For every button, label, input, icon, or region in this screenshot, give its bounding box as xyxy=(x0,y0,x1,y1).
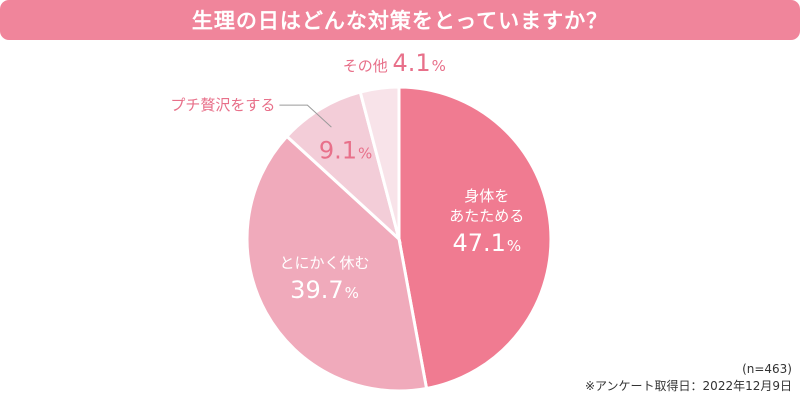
chart-title: 生理の日はどんな対策をとっていますか？ xyxy=(191,9,609,33)
chart-notes: (n=463) ※アンケート取得日：2022年12月9日 xyxy=(585,361,792,395)
slice-1-percent: 47.1% xyxy=(452,229,521,257)
title-bar: 生理の日はどんな対策をとっていますか？ xyxy=(0,0,800,40)
slice-3-leader-line xyxy=(279,104,332,128)
slice-3-label: プチ贅沢をする xyxy=(170,96,275,114)
slice-2-label: とにかく休む xyxy=(280,254,370,272)
pie-slice-3 xyxy=(284,90,402,244)
pie-slice-1 xyxy=(397,85,553,391)
pie-slice-4 xyxy=(358,85,401,240)
survey-date-note: ※アンケート取得日：2022年12月9日 xyxy=(584,379,792,393)
slice-1-label-line-2: あたためる xyxy=(449,207,524,225)
slice-3-percent: 9.1% xyxy=(319,137,372,165)
slice-1-label-line-1: 身体を xyxy=(464,187,509,205)
slice-4-label: その他 4.1% xyxy=(343,49,446,77)
slice-2-percent: 39.7% xyxy=(290,276,359,304)
pie-slice-2 xyxy=(245,134,429,393)
sample-size-note: (n=463) xyxy=(742,362,792,376)
